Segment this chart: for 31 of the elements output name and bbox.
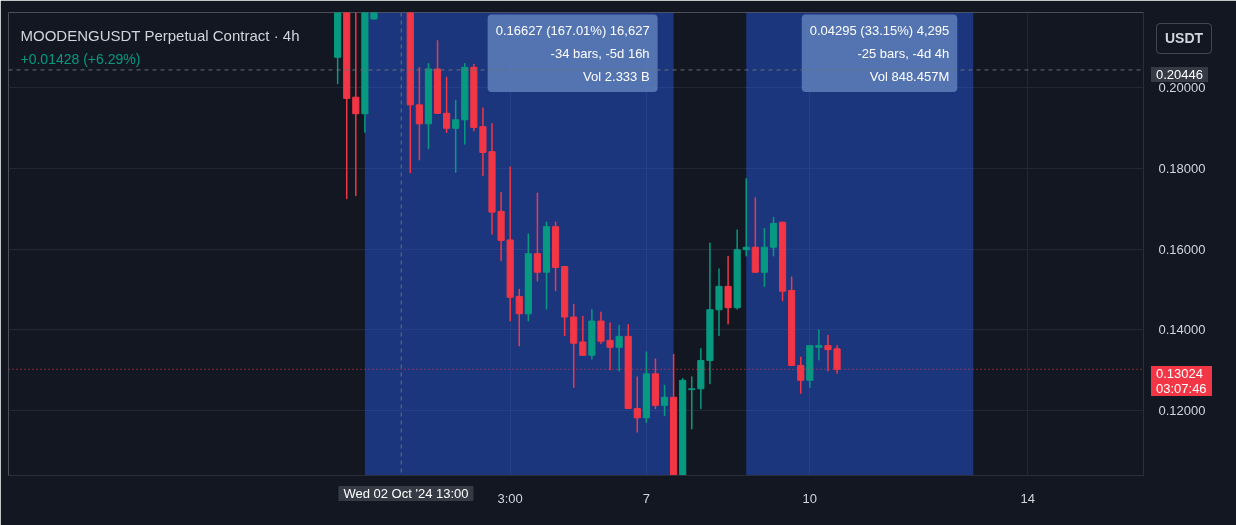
candlestick [769,216,778,257]
x-tick-label: 10 [802,490,818,506]
candlestick [724,255,732,325]
y-tick-label: 0.16000 [1158,241,1206,257]
candlestick [579,315,587,357]
candlestick [660,384,669,417]
text: MOODENGUSDT Perpetual Contract · 4h [20,26,300,44]
candlestick [515,288,523,347]
candlestick [415,67,423,161]
y-tick-label: 0.20000 [1158,80,1206,96]
candlestick [688,376,696,430]
y-tick-label: 0.12000 [1158,403,1206,419]
y-tick-label: 0.18000 [1158,161,1206,177]
candlestick [443,76,451,134]
candlestick [452,99,460,173]
ref-line-label: 0.13024 03:07:46 [1156,366,1207,396]
candlestick [352,12,360,197]
band-label: 0.04295 (33.15%) 4,295 -25 bars, -4d 4h Vol 848.457M [809,22,950,84]
x-tick-label: 14 [1020,490,1035,506]
candlestick [533,192,541,282]
y-tick-label: 0.14000 [1158,322,1206,338]
band-label: 0.16627 (167.01%) 16,627 -34 bars, -5d 16h Vol 2.333 B [495,22,650,84]
candlestick [715,268,723,337]
candlestick [615,324,623,372]
x-tick-label: 7 [642,490,650,506]
candlestick [633,376,641,433]
ref-line-label: 0.20446 [1156,67,1203,82]
x-tick-label: 3:00 [497,490,523,506]
ref-line-label: Wed 02 Oct '24 13:00 [343,486,469,501]
y-axis-title: USDT [1165,30,1204,46]
text: +0.01428 (+6.29%) [20,50,141,67]
